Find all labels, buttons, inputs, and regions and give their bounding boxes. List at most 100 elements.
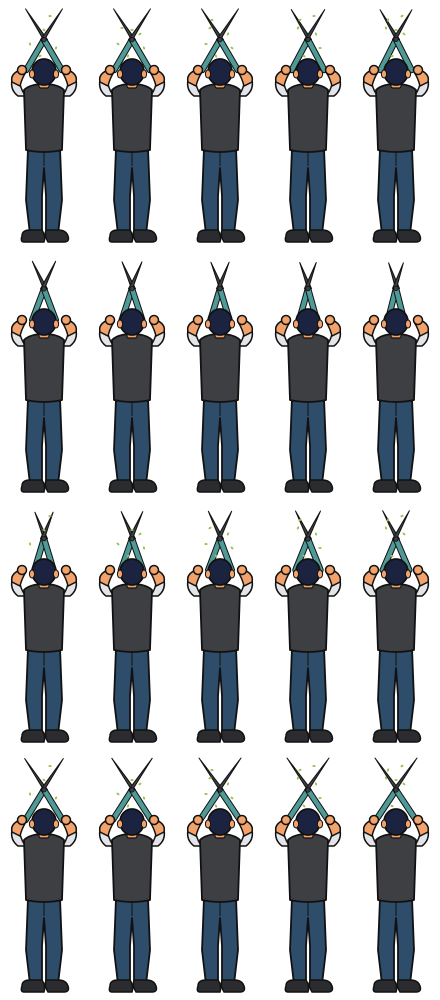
clipping — [312, 764, 316, 768]
clipping — [390, 555, 394, 557]
clipping — [204, 43, 208, 45]
head — [207, 808, 233, 836]
clipping — [314, 782, 318, 786]
gardener-sprite — [274, 262, 342, 493]
clipping — [42, 528, 46, 532]
jeans — [113, 147, 151, 235]
right-shoe — [44, 979, 70, 993]
shear-handle — [23, 787, 47, 823]
left-hand — [16, 814, 28, 826]
head — [119, 308, 145, 336]
gardener-sprite — [362, 510, 430, 743]
shear-handle — [112, 37, 135, 73]
jeans — [201, 397, 239, 485]
clipping — [296, 526, 300, 530]
left-ear — [292, 319, 300, 329]
right-ear — [316, 319, 324, 329]
clipping — [384, 26, 388, 30]
right-shoe — [132, 729, 158, 743]
head — [119, 808, 145, 836]
right-ear — [52, 819, 60, 829]
shear-blade — [216, 757, 242, 791]
left-hand — [368, 564, 380, 576]
head — [383, 808, 409, 836]
clipping — [126, 54, 130, 58]
right-shoe — [132, 479, 158, 493]
right-ear — [140, 569, 148, 579]
left-shoe — [284, 979, 310, 993]
clipping — [138, 782, 142, 786]
grass-clippings — [204, 768, 234, 808]
clipping — [130, 529, 134, 531]
sprite-frame — [264, 0, 352, 250]
head — [295, 808, 321, 836]
left-hand — [368, 814, 380, 826]
shear-pivot — [41, 535, 47, 542]
gardener-sprite — [274, 757, 342, 993]
right-ear — [228, 69, 236, 79]
right-ear — [228, 319, 236, 329]
hedge-shears — [288, 9, 328, 74]
shear-pivot — [305, 787, 311, 793]
clipping — [230, 546, 234, 550]
right-hand — [236, 564, 248, 576]
hedge-shears — [22, 758, 66, 824]
shear-pivot — [217, 536, 223, 542]
right-shoe — [308, 229, 334, 243]
left-ear — [292, 819, 300, 829]
vest — [287, 833, 329, 903]
gardener-figure — [362, 757, 430, 993]
right-hand — [60, 814, 72, 826]
left-ear — [116, 569, 124, 579]
left-ear — [292, 569, 300, 579]
clipping — [208, 26, 212, 30]
clipping — [210, 18, 214, 22]
shear-handle — [200, 37, 223, 73]
shear-blade — [128, 261, 143, 290]
clipping — [318, 547, 322, 549]
right-shoe — [308, 479, 334, 493]
vest — [199, 833, 241, 903]
clipping — [130, 779, 134, 781]
right-hand — [324, 814, 336, 826]
gardener-figure — [98, 8, 166, 243]
shear-handle — [217, 37, 240, 73]
left-shoe — [196, 479, 222, 493]
right-shoe — [220, 979, 246, 993]
shear-handle — [289, 37, 311, 73]
left-hand — [16, 64, 28, 76]
shear-handle — [305, 37, 327, 73]
head — [295, 308, 321, 336]
clipping — [402, 32, 406, 36]
sprite-frame — [88, 250, 176, 500]
shear-handle — [41, 37, 64, 73]
clipping — [302, 554, 306, 558]
gardener-figure — [10, 511, 78, 743]
sprite-frame — [0, 0, 88, 250]
gardener-figure — [10, 758, 78, 993]
left-ear — [380, 69, 388, 79]
left-ear — [116, 69, 124, 79]
gardener-figure — [362, 510, 430, 743]
jeans — [25, 147, 63, 235]
clipping — [28, 792, 32, 796]
jeans — [113, 397, 151, 485]
shear-handle — [197, 787, 223, 823]
shear-handle — [393, 37, 414, 73]
gardener-sprite — [274, 9, 342, 243]
left-hand — [368, 314, 380, 326]
sprite-frame — [176, 750, 264, 1000]
clipping — [142, 796, 146, 800]
sprite-frame — [264, 750, 352, 1000]
clipping — [386, 518, 390, 522]
sprite-frame — [0, 750, 88, 1000]
right-hand — [148, 814, 160, 826]
jeans — [113, 897, 151, 985]
right-ear — [228, 819, 236, 829]
left-ear — [28, 69, 36, 79]
clipping — [318, 47, 322, 49]
grass-clippings — [28, 15, 58, 58]
sprite-frame — [264, 500, 352, 750]
right-ear — [404, 69, 412, 79]
gardener-sprite — [10, 758, 78, 993]
